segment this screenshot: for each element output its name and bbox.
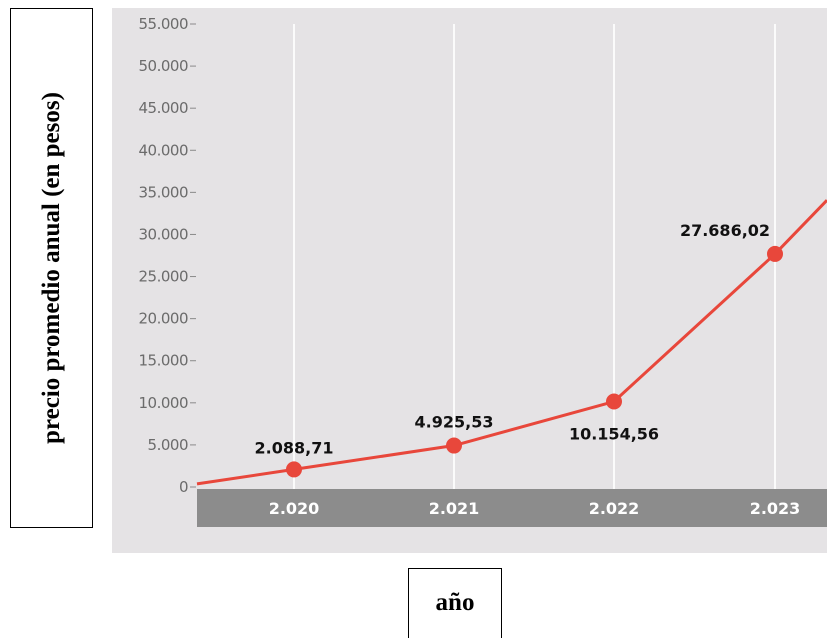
data-point xyxy=(286,461,302,478)
y-tick-label: 5.000 xyxy=(148,436,188,454)
data-label: 4.925,53 xyxy=(415,413,494,432)
data-point xyxy=(767,245,783,262)
data-label: 2.088,71 xyxy=(255,438,334,457)
x-axis-title-box: año xyxy=(408,568,502,638)
data-label: 27.686,02 xyxy=(680,221,770,240)
x-tick-label: 2.023 xyxy=(750,499,801,518)
y-tick-label: 30.000 xyxy=(139,225,189,243)
data-point xyxy=(446,437,462,454)
y-axis-title-box: precio promedio anual (en pesos) xyxy=(10,8,93,528)
data-label: 10.154,56 xyxy=(569,425,659,444)
x-axis-ticks: 2.020 2.021 2.022 2.023 xyxy=(269,499,801,518)
x-axis-band xyxy=(197,489,827,527)
x-axis-title: año xyxy=(435,589,475,616)
data-point xyxy=(606,393,622,410)
x-tick-label: 2.020 xyxy=(269,499,320,518)
y-tick-label: 20.000 xyxy=(139,310,189,328)
y-tick-label: 25.000 xyxy=(139,268,189,286)
y-tick-label: 15.000 xyxy=(139,352,189,370)
y-axis-title: precio promedio anual (en pesos) xyxy=(37,92,65,444)
y-axis-ticks: 0 5.000 10.000 15.000 20.000 25.000 30.000 35.0… xyxy=(139,15,196,496)
grid-lines xyxy=(293,24,776,489)
y-tick-label: 50.000 xyxy=(139,57,189,75)
series-line xyxy=(196,199,827,486)
y-tick-label: 35.000 xyxy=(139,183,189,201)
x-tick-label: 2.022 xyxy=(589,499,640,518)
y-tick-label: 45.000 xyxy=(139,99,189,117)
y-tick-label: 0 xyxy=(179,478,188,496)
plot-area xyxy=(112,8,827,553)
y-tick-label: 55.000 xyxy=(139,15,189,33)
series-layer xyxy=(196,199,827,486)
data-labels: 2.088,71 4.925,53 10.154,56 27.686,02 xyxy=(255,221,771,457)
x-tick-label: 2.021 xyxy=(429,499,480,518)
y-tick-label: 40.000 xyxy=(139,141,189,159)
y-tick-label: 10.000 xyxy=(139,394,189,412)
